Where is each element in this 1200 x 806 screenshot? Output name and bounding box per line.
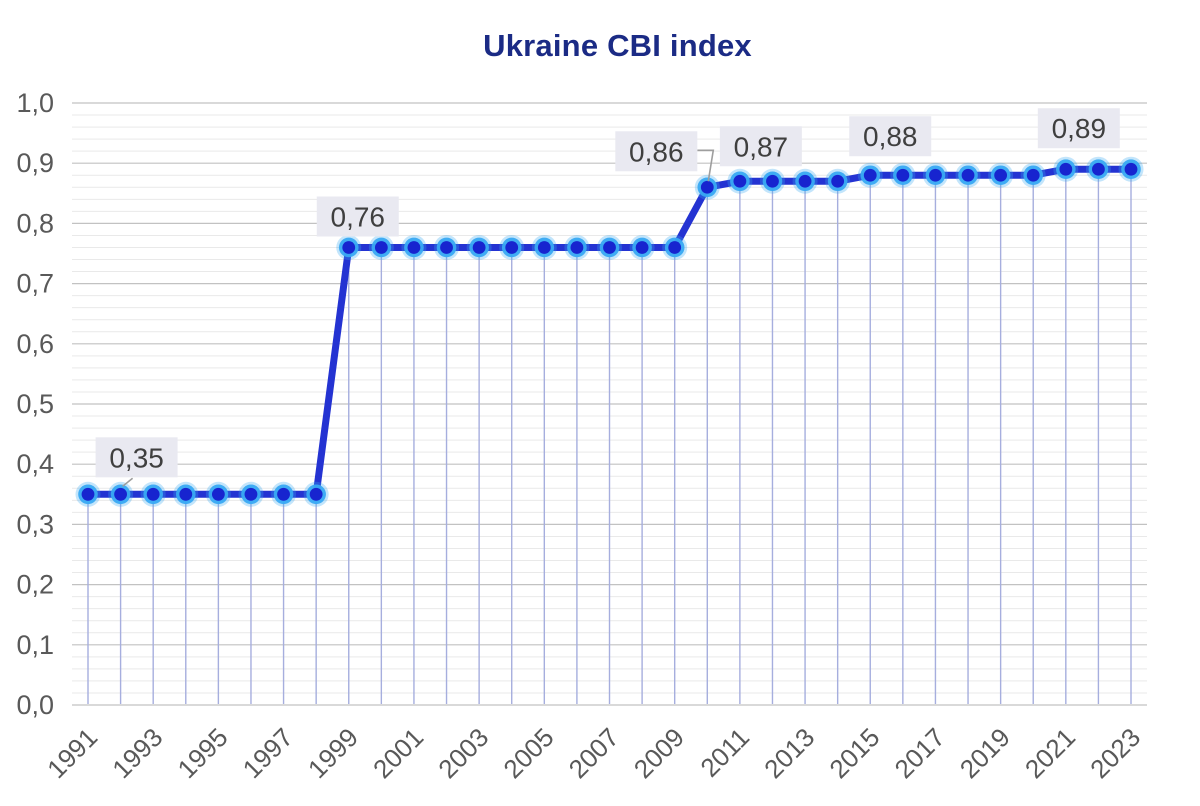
annotation-label: 0,35 [109,442,164,473]
data-point-marker [537,241,551,254]
data-point-marker [472,241,486,254]
data-point-marker [570,241,584,254]
data-point-marker [896,168,910,182]
x-tick-label: 1995 [172,722,234,784]
data-point-marker [831,174,845,188]
data-point-marker [342,241,356,254]
chart-title: Ukraine CBI index [483,28,752,63]
x-tick-label: 1991 [41,722,103,784]
y-tick-label: 0,8 [16,208,54,238]
annotation-label: 0,89 [1052,113,1107,144]
y-tick-label: 0,0 [16,690,54,720]
data-point-marker [700,180,714,194]
y-tick-label: 0,9 [16,148,54,178]
data-point-marker [929,168,942,182]
x-tick-label: 2011 [694,722,755,783]
y-tick-label: 0,4 [16,449,54,479]
x-tick-label: 2023 [1084,722,1146,784]
y-tick-label: 0,5 [16,389,54,419]
data-point-marker [1092,162,1105,176]
data-point-marker [733,174,747,188]
data-point-marker [1059,162,1073,176]
y-tick-label: 0,1 [16,630,54,660]
data-point-marker [1124,162,1138,176]
annotation-box [719,126,802,167]
x-tick-label: 2019 [954,722,1016,784]
annotation-box [615,131,698,172]
data-point-marker [407,241,421,254]
data-point-marker [309,487,323,501]
data-point-marker [635,241,649,254]
data-point-marker [81,487,95,501]
annotation-label: 0,88 [863,121,918,152]
data-point-marker [863,168,877,182]
x-tick-label: 2005 [497,722,559,784]
annotation-label: 0,76 [331,201,386,232]
annotation-box [95,437,178,478]
data-point-marker [505,241,519,254]
y-tick-label: 0,2 [16,570,54,600]
y-tick-label: 0,6 [16,329,54,359]
y-tick-label: 0,3 [16,509,54,539]
x-tick-label: 2001 [367,722,429,784]
data-point-marker [179,487,193,501]
annotation-label: 0,87 [734,131,789,162]
data-point-marker [277,487,290,501]
data-point-marker [114,487,127,501]
data-point-marker [668,241,682,254]
annotation-label: 0,86 [629,136,684,167]
x-tick-label: 2017 [889,722,951,784]
y-tick-label: 1,0 [16,88,54,118]
x-tick-label: 2009 [628,722,690,784]
data-point-marker [1026,168,1040,182]
data-point-marker [766,174,779,188]
data-point-marker [961,168,975,182]
leader-line [122,477,134,487]
x-tick-label: 2021 [1019,722,1081,784]
data-point-marker [440,241,453,254]
x-tick-label: 2003 [432,722,494,784]
annotation-box [849,116,932,157]
leader-line [697,149,715,182]
data-point-marker [374,241,388,254]
x-tick-label: 2013 [758,722,820,784]
x-tick-label: 2015 [823,722,885,784]
x-tick-label: 1993 [106,722,168,784]
x-tick-label: 1999 [302,722,364,784]
data-point-marker [146,487,160,501]
x-tick-label: 2007 [563,722,625,784]
x-tick-label: 1997 [237,722,299,784]
data-point-marker [244,487,258,501]
data-point-marker [211,487,225,501]
data-point-marker [994,168,1008,182]
data-point-marker [603,241,616,254]
annotation-box [1037,108,1120,149]
annotation-box [316,196,399,237]
y-tick-label: 0,7 [16,269,54,299]
data-point-marker [798,174,812,188]
